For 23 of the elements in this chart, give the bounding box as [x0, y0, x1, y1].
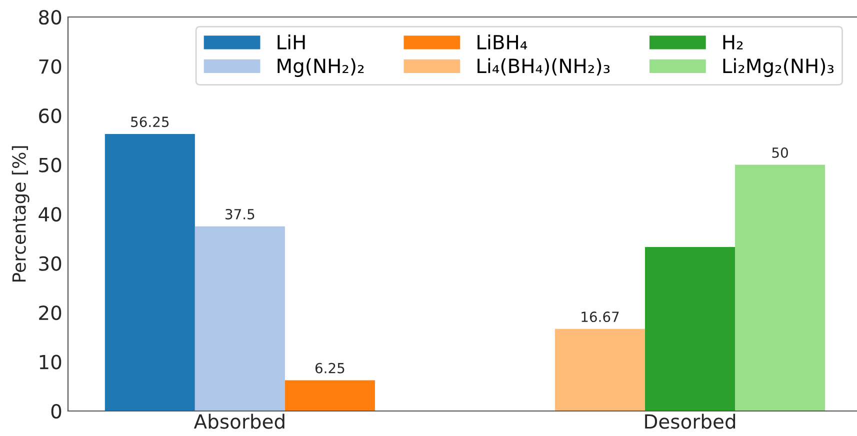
data-label: 37.5 — [226, 208, 254, 220]
data-label: 16.67 — [582, 312, 619, 322]
y-tick-label: 60 — [39, 108, 62, 124]
legend-label: Li₂Mg₂(NH)₃ — [723, 58, 834, 77]
legend-label: LiH — [278, 34, 305, 50]
legend-label: H₂ — [723, 35, 743, 50]
y-tick-label: 80 — [39, 10, 62, 25]
y-axis-title: Percentage [%] — [12, 146, 30, 282]
data-label: 6.25 — [315, 362, 344, 374]
y-tick-label: 10 — [40, 354, 62, 370]
legend-label: Li₄(BH₄)(NH₂)₃ — [478, 58, 610, 76]
legend-label: Mg(NH₂)₂ — [278, 58, 364, 77]
data-label: 50 — [772, 147, 788, 158]
x-tick-label: Desorbed — [645, 414, 736, 429]
y-tick-label: 50 — [39, 158, 62, 172]
data-label: 56.25 — [131, 116, 169, 128]
y-tick-label: 20 — [39, 305, 62, 320]
y-tick-label: 70 — [39, 59, 62, 74]
x-tick-label: Absorbed — [194, 414, 284, 429]
y-tick-label: 40 — [38, 206, 62, 222]
legend-label: LiBH₄ — [478, 34, 528, 50]
y-tick-label: 30 — [39, 256, 62, 271]
y-tick-label: 0 — [51, 404, 62, 419]
